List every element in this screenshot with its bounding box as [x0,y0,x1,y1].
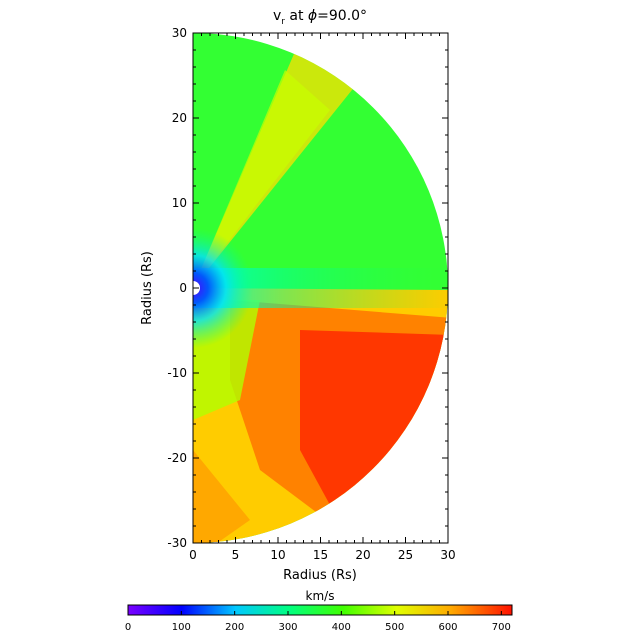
y-tick-label: 30 [172,26,187,40]
colorbar-tick-label: 300 [278,622,297,633]
y-tick-label: 0 [179,281,187,295]
x-tick-label: 30 [440,548,455,562]
colorbar-ticks: 0 100 200 300 400 500 600 700 [125,611,511,633]
y-ticks: 30 20 10 0 -10 -20 -30 [167,26,448,550]
x-tick-label: 20 [355,548,370,562]
colorbar-tick-label: 400 [332,622,351,633]
colorbar-tick-label: 700 [492,622,511,633]
x-axis-label: Radius (Rs) [283,568,357,583]
y-tick-label: -30 [167,536,187,550]
x-ticks: 0 5 10 15 20 25 30 [189,33,456,562]
colorbar-label: km/s [306,589,335,603]
x-tick-label: 25 [398,548,413,562]
chart-title: vr at ϕ=90.0° [273,8,367,27]
y-tick-label: -20 [167,451,187,465]
y-tick-label: 10 [172,196,187,210]
x-tick-label: 5 [232,548,240,562]
colorbar-tick-label: 600 [438,622,457,633]
x-tick-label: 10 [270,548,285,562]
y-tick-label: 20 [172,111,187,125]
colorbar-tick-label: 500 [385,622,404,633]
y-axis-label: Radius (Rs) [140,251,155,325]
colorbar-tick-label: 100 [172,622,191,633]
x-tick-label: 15 [313,548,328,562]
colorbar [127,604,513,616]
colorbar-tick-label: 0 [125,622,131,633]
y-tick-label: -10 [167,366,187,380]
colorbar-tick-label: 200 [225,622,244,633]
x-tick-label: 0 [189,548,197,562]
